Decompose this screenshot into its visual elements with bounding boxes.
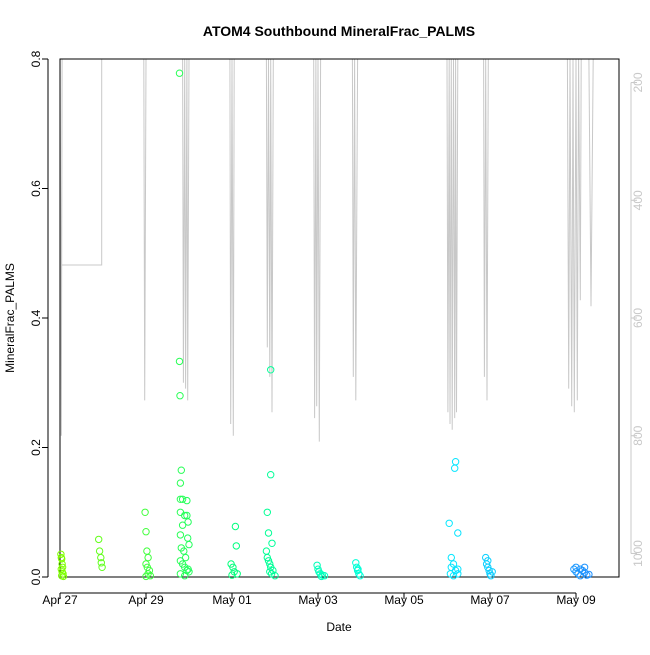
- chart-title: ATOM4 Southbound MineralFrac_PALMS: [203, 23, 475, 39]
- data-point: [580, 563, 589, 571]
- data-point: [95, 535, 103, 544]
- y-tick-label: 0.8: [29, 50, 43, 67]
- secondary-axis-tick-label: 400: [631, 190, 645, 210]
- data-point: [447, 553, 455, 562]
- data-point: [181, 572, 189, 580]
- y-tick-label: 0.2: [29, 439, 43, 456]
- data-point: [229, 563, 237, 571]
- data-point: [585, 570, 593, 579]
- x-tick-label: Apr 27: [42, 593, 78, 607]
- data-point: [142, 528, 150, 536]
- plot-area: Apr 27 Apr 29 May 01 May 03 May 05 May 07 May …: [29, 50, 645, 607]
- y-tick-label: 0.6: [29, 180, 43, 197]
- data-point: [266, 568, 274, 576]
- data-point: [484, 557, 492, 565]
- data-point: [354, 565, 362, 573]
- data-point: [264, 557, 273, 565]
- data-point: [142, 572, 150, 581]
- data-point: [184, 518, 192, 526]
- data-point: [142, 560, 150, 568]
- data-point: [57, 550, 65, 558]
- data-point: [177, 466, 186, 474]
- data-point: [268, 539, 276, 547]
- data-point: [266, 560, 274, 568]
- x-tick-label: May 03: [298, 593, 338, 607]
- x-tick-label: May 05: [384, 593, 424, 607]
- secondary-axis-tick-label: 600: [631, 308, 645, 328]
- data-point: [356, 572, 364, 580]
- data-point: [271, 572, 279, 580]
- data-point: [175, 357, 184, 366]
- x-tick-label: May 07: [470, 593, 510, 607]
- x-tick-label: May 09: [556, 593, 596, 607]
- data-point: [58, 560, 66, 568]
- data-point: [454, 529, 462, 537]
- data-point: [178, 495, 187, 503]
- data-point: [449, 572, 458, 580]
- data-point: [488, 568, 496, 576]
- data-point: [176, 531, 185, 539]
- data-point: [97, 559, 106, 567]
- data-point: [352, 559, 360, 567]
- data-point: [320, 572, 329, 580]
- data-point: [451, 464, 459, 472]
- secondary-axis-tick-label: 800: [631, 425, 645, 445]
- data-point: [572, 563, 580, 571]
- data-point: [175, 69, 184, 77]
- data-point: [176, 392, 184, 400]
- data-point: [180, 547, 188, 555]
- data-point: [145, 566, 154, 575]
- data-point: [144, 553, 152, 562]
- data-point: [233, 570, 241, 578]
- data-point: [263, 508, 271, 516]
- y-axis-label: MineralFrac_PALMS: [3, 263, 17, 373]
- data-point: [267, 471, 275, 479]
- data-point: [231, 522, 240, 531]
- data-point: [264, 529, 273, 537]
- data-point: [181, 553, 190, 562]
- x-axis-label: Date: [326, 620, 352, 634]
- data-point: [183, 496, 191, 505]
- data-point: [146, 572, 155, 580]
- data-point: [176, 479, 185, 487]
- data-point: [580, 568, 589, 577]
- data-point: [487, 572, 495, 580]
- data-point: [181, 511, 189, 520]
- y-tick-label: 0.4: [29, 309, 43, 326]
- data-point: [184, 565, 192, 573]
- secondary-axis-tick-label: 1000: [631, 540, 645, 567]
- data-point: [355, 570, 363, 578]
- data-point: [267, 366, 275, 374]
- data-point: [185, 540, 193, 549]
- data-point: [59, 572, 68, 581]
- y-tick-label: 0.0: [29, 568, 43, 585]
- data-point: [454, 570, 462, 578]
- plot-frame: [59, 58, 620, 578]
- x-tick-label: May 01: [212, 593, 252, 607]
- data-point: [176, 570, 185, 578]
- data-point: [232, 542, 241, 550]
- data-point: [58, 555, 66, 563]
- secondary-axis-tick-label: 200: [631, 72, 645, 92]
- data-point: [228, 571, 236, 579]
- data-point: [97, 553, 105, 562]
- x-tick-label: Apr 29: [128, 593, 164, 607]
- data-point: [454, 565, 462, 573]
- data-point: [141, 508, 149, 516]
- data-point: [263, 553, 271, 562]
- data-point: [317, 572, 326, 581]
- data-point: [445, 519, 453, 527]
- data-point: [313, 561, 321, 569]
- data-point: [59, 570, 67, 578]
- data-point: [353, 563, 361, 571]
- data-point: [98, 563, 106, 571]
- data-point: [482, 560, 491, 568]
- data-point: [178, 521, 187, 529]
